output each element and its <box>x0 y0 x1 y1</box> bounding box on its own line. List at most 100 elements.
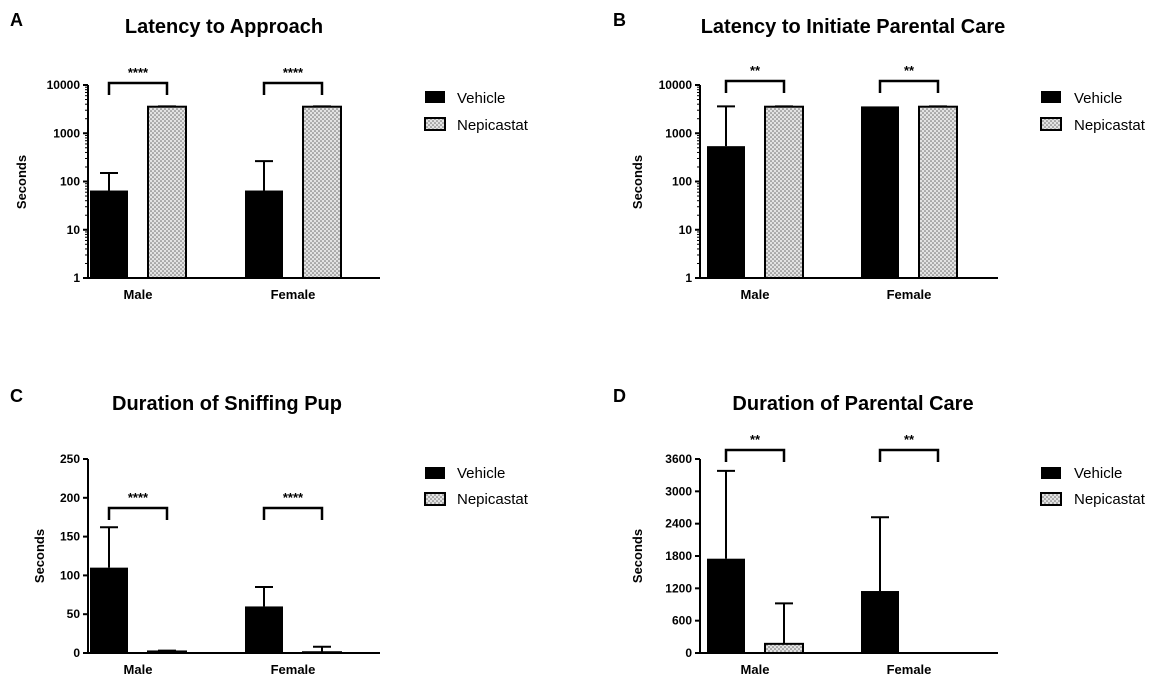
x-category-label: Male <box>124 287 153 302</box>
panel-letter-c: C <box>10 386 23 406</box>
bar-nepicastat-female <box>302 105 342 280</box>
bar-nepicastat-male <box>764 642 804 655</box>
significance-bracket <box>107 506 169 520</box>
legend-label-nepicastat: Nepicastat <box>1074 491 1146 508</box>
chart-panel-c: C Duration of Sniffing Pup Seconds 0 50 10… <box>0 340 578 680</box>
significance-label: ** <box>904 63 915 78</box>
chart-a-ylabel: Seconds <box>14 155 29 209</box>
legend-label-vehicle: Vehicle <box>1074 465 1122 482</box>
chart-c-plot: 0 50 100 150 200 250 Male **** Female **** <box>60 452 380 677</box>
chart-d-ylabel: Seconds <box>630 529 645 583</box>
chart-panel-b: B Latency to Initiate Parental Care Seco… <box>578 0 1156 340</box>
bar-nepicastat-female <box>918 105 958 280</box>
chart-a-plot: 1 10 100 1000 10000 Male **** Female **** <box>47 65 380 302</box>
x-category-label: Female <box>887 662 932 677</box>
y-tick-label: 100 <box>60 568 80 582</box>
y-tick-label: 200 <box>60 491 80 505</box>
legend-swatch-nepicastat <box>1040 117 1062 131</box>
legend-label-vehicle: Vehicle <box>1074 90 1122 107</box>
significance-label: ** <box>750 63 761 78</box>
x-category-label: Male <box>124 662 153 677</box>
bar-vehicle-female <box>861 106 899 278</box>
significance-bracket <box>878 79 940 93</box>
y-tick-label: 3600 <box>665 452 692 466</box>
bar-vehicle-male <box>707 558 745 653</box>
bar-vehicle-female <box>245 190 283 278</box>
x-category-label: Female <box>271 662 316 677</box>
y-tick-label: 10000 <box>659 78 693 92</box>
legend-label-vehicle: Vehicle <box>457 465 505 482</box>
chart-c-legend: Vehicle Nepicastat <box>424 465 529 508</box>
y-tick-label: 1 <box>73 271 80 285</box>
panel-letter-b: B <box>613 10 626 30</box>
chart-b-svg: B Latency to Initiate Parental Care Seco… <box>613 10 1146 302</box>
x-category-label: Male <box>741 662 770 677</box>
chart-c-ylabel: Seconds <box>32 529 47 583</box>
y-tick-label: 100 <box>60 175 80 189</box>
y-tick-label: 10 <box>67 223 81 237</box>
chart-c-title: Duration of Sniffing Pup <box>112 393 342 415</box>
legend-swatch-vehicle <box>1041 467 1061 479</box>
significance-bracket <box>262 81 324 95</box>
y-tick-label: 1200 <box>665 581 692 595</box>
y-tick-label: 0 <box>73 646 80 660</box>
bar-vehicle-male <box>90 567 128 653</box>
chart-a-legend: Vehicle Nepicastat <box>424 90 529 134</box>
significance-label: ** <box>904 432 915 447</box>
y-tick-label: 1000 <box>53 126 80 140</box>
y-tick-label: 50 <box>67 607 81 621</box>
bar-nepicastat-female <box>302 651 342 654</box>
y-tick-label: 100 <box>672 175 692 189</box>
panel-letter-a: A <box>10 10 23 30</box>
bar-vehicle-male <box>90 190 128 278</box>
chart-a-svg: A Latency to Approach Seconds 1 10 100 1000… <box>10 10 529 302</box>
legend-swatch-vehicle <box>1041 91 1061 103</box>
significance-label: **** <box>283 490 304 505</box>
chart-d-svg: D Duration of Parental Care Seconds 0 600… <box>613 386 1146 677</box>
significance-bracket <box>262 506 324 520</box>
chart-d-title: Duration of Parental Care <box>732 393 973 415</box>
y-tick-label: 250 <box>60 452 80 466</box>
significance-bracket <box>724 448 786 462</box>
chart-b-ylabel: Seconds <box>630 155 645 209</box>
legend-swatch-nepicastat <box>424 117 446 131</box>
chart-a-title: Latency to Approach <box>125 16 323 38</box>
significance-bracket <box>878 448 940 462</box>
y-tick-label: 2400 <box>665 517 692 531</box>
chart-d-legend: Vehicle Nepicastat <box>1040 465 1146 508</box>
panel-letter-d: D <box>613 386 626 406</box>
legend-label-nepicastat: Nepicastat <box>457 491 529 508</box>
y-tick-label: 0 <box>685 646 692 660</box>
y-tick-label: 150 <box>60 530 80 544</box>
bar-vehicle-female <box>861 591 899 653</box>
y-tick-label: 1800 <box>665 549 692 563</box>
significance-label: **** <box>128 65 149 80</box>
bar-vehicle-female <box>245 606 283 653</box>
y-tick-label: 600 <box>672 614 692 628</box>
legend-swatch-nepicastat <box>424 492 446 506</box>
legend-swatch-vehicle <box>425 467 445 479</box>
legend-label-nepicastat: Nepicastat <box>457 117 529 134</box>
y-tick-label: 10000 <box>47 78 81 92</box>
legend-label-nepicastat: Nepicastat <box>1074 117 1146 134</box>
legend-swatch-nepicastat <box>1040 492 1062 506</box>
significance-bracket <box>107 81 169 95</box>
bar-nepicastat-male <box>764 105 804 280</box>
y-tick-label: 1 <box>685 271 692 285</box>
significance-label: **** <box>128 490 149 505</box>
x-category-label: Female <box>887 287 932 302</box>
y-tick-label: 10 <box>679 223 693 237</box>
chart-panel-a: A Latency to Approach Seconds 1 10 100 1000… <box>0 0 578 340</box>
chart-panel-d: D Duration of Parental Care Seconds 0 600… <box>578 340 1156 680</box>
chart-b-legend: Vehicle Nepicastat <box>1040 90 1146 134</box>
bar-vehicle-male <box>707 146 745 278</box>
significance-label: ** <box>750 432 761 447</box>
y-tick-label: 1000 <box>665 126 692 140</box>
bar-nepicastat-male <box>147 650 187 654</box>
chart-b-title: Latency to Initiate Parental Care <box>701 16 1006 38</box>
significance-label: **** <box>283 65 304 80</box>
x-category-label: Male <box>741 287 770 302</box>
x-category-label: Female <box>271 287 316 302</box>
chart-c-svg: C Duration of Sniffing Pup Seconds 0 50 10… <box>10 386 529 677</box>
chart-b-plot: 1 10 100 1000 10000 Male ** Female ** <box>659 63 998 302</box>
